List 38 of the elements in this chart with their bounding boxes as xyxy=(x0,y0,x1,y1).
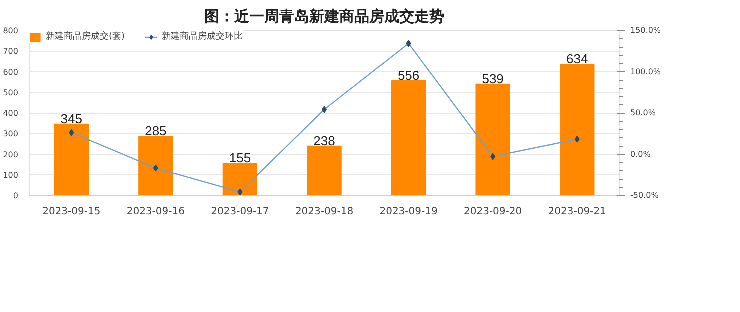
y-tick-label: 300 xyxy=(3,130,19,139)
y-tick-label: 500 xyxy=(3,88,19,98)
y2-tick-label: -50.0% xyxy=(630,191,660,200)
legend-label: 新建商品房成交(套) xyxy=(46,30,126,43)
x-tick-label: 2023-09-20 xyxy=(464,206,522,218)
x-tick-label: 2023-09-19 xyxy=(380,206,438,218)
x-tick-label: 2023-09-15 xyxy=(42,206,101,218)
bar xyxy=(138,136,174,196)
y-tick-label: 400 xyxy=(3,109,19,118)
data-label: 556 xyxy=(398,68,420,83)
x-tick-label: 2023-09-17 xyxy=(211,206,270,218)
y-tick-label: 200 xyxy=(3,150,19,160)
y2-tick-label: 150.0% xyxy=(630,26,662,35)
bar xyxy=(54,124,89,196)
data-label: 345 xyxy=(60,111,82,126)
data-label: 238 xyxy=(314,133,336,148)
y2-tick-label: 0.0% xyxy=(630,150,652,159)
data-label: 155 xyxy=(229,150,252,166)
data-label: 539 xyxy=(482,71,504,86)
y2-tick-label: 50.0% xyxy=(630,108,656,118)
y-tick-label: 600 xyxy=(3,68,19,77)
y-tick-label: 800 xyxy=(3,26,19,36)
x-tick-label: 2023-09-18 xyxy=(295,206,354,218)
y-tick-label: 100 xyxy=(3,170,19,180)
data-label: 285 xyxy=(145,124,167,139)
bar xyxy=(560,64,595,196)
chart-title: 图：近一周青岛新建商品房成交走势 xyxy=(204,8,444,26)
x-tick-label: 2023-09-16 xyxy=(126,206,185,218)
bar xyxy=(391,80,426,196)
y-tick-label: 0 xyxy=(13,192,19,200)
x-tick-label: 2023-09-21 xyxy=(548,206,606,218)
bar xyxy=(476,84,510,196)
bar xyxy=(222,163,258,196)
bar xyxy=(307,146,342,196)
data-label: 634 xyxy=(566,52,588,67)
y2-tick-label: 100.0% xyxy=(630,67,662,76)
y-tick-label: 700 xyxy=(3,47,19,56)
legend-label: 新建商品房成交环比 xyxy=(162,30,244,43)
